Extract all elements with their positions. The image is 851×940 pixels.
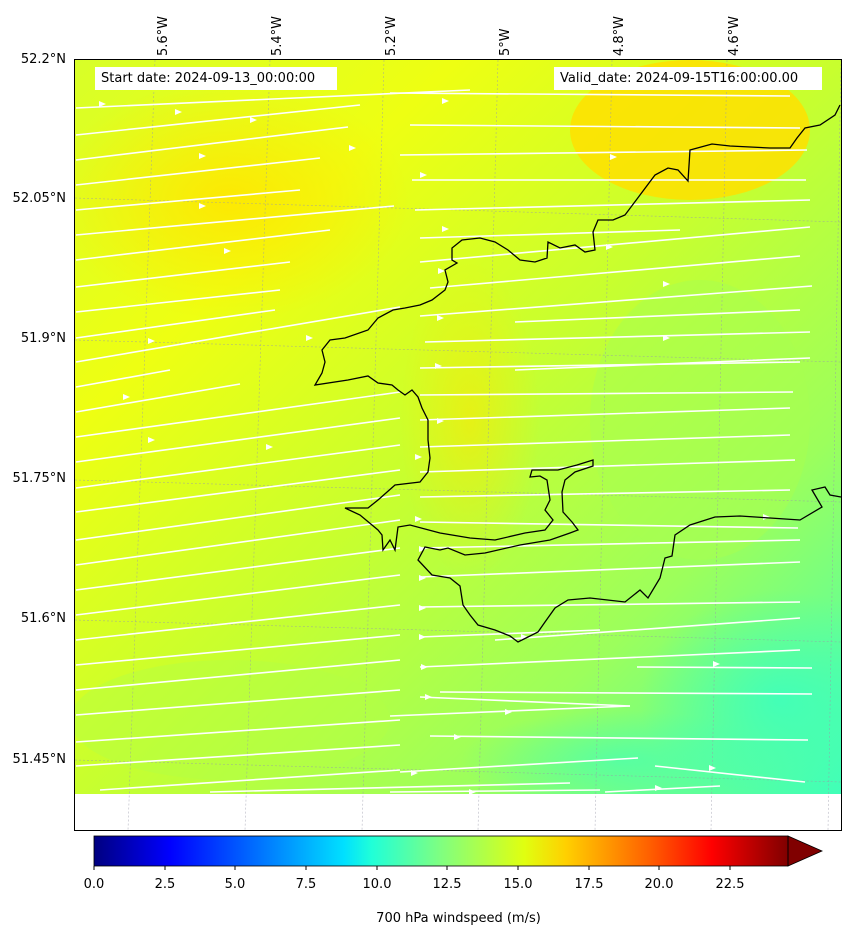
colorbar-tick-label: 17.5 [574,877,604,892]
latitude-label-51.45N: 51.45°N [12,752,66,767]
colorbar-tick-label: 10.0 [362,877,392,892]
wind-streamlines [75,89,813,793]
colorbar-tick-label: 0.0 [83,877,105,892]
colorbar-tick-label: 2.5 [154,877,176,892]
colorbar-extend-arrow [787,835,823,867]
coastline [313,104,841,643]
latitude-label-51.75N: 51.75°N [12,471,66,486]
colorbar [93,835,823,870]
windspeed-field [75,60,841,794]
latitude-label-52.2N: 52.2°N [20,52,66,67]
colorbar-tick-label: 12.5 [432,877,462,892]
colorbar-title: 700 hPa windspeed (m/s) [376,911,541,926]
streamline-arrowheads [99,98,770,795]
colorbar-ticks [93,866,731,870]
colorbar-tick-label: 7.5 [295,877,317,892]
latitude-label-52.05N: 52.05°N [12,191,66,206]
colorbar-tick-label: 5.0 [224,877,246,892]
colorbar-gradient [94,836,788,866]
colorbar-tick-label: 22.5 [715,877,745,892]
valid-date-label: Valid_date: 2024-09-15T16:00:00.00 [554,67,822,90]
colorbar-tick-label: 20.0 [644,877,674,892]
start-date-label: Start date: 2024-09-13_00:00:00 [95,67,337,90]
map-frame [74,59,842,831]
colorbar-tick-label: 15.0 [503,877,533,892]
latitude-label-51.9N: 51.9°N [20,331,66,346]
latitude-label-51.6N: 51.6°N [20,611,66,626]
